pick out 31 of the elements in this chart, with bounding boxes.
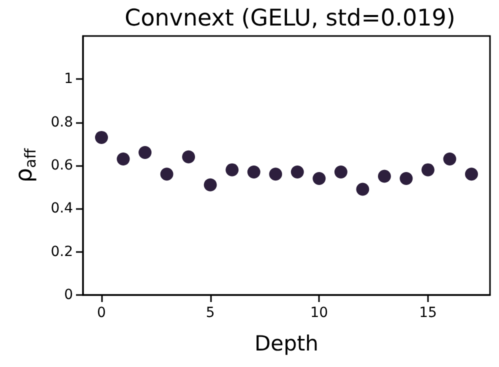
y-axis-title: ρaff [12,148,40,183]
point [269,168,282,181]
y-tick-label: 0.6 [50,158,74,174]
point [116,152,130,166]
point [334,165,348,178]
point [160,168,174,181]
point [421,163,434,176]
point [204,178,217,192]
point [95,130,108,144]
point [378,170,391,183]
y-tick-label: 0 [64,287,73,303]
y-tick-label: 0.4 [50,200,74,217]
point [465,168,478,181]
x-tick-label: 10 [310,305,328,321]
chart-title: Convnext (GELU, std=0.019) [124,6,456,32]
y-tick-label: 0.8 [50,114,73,130]
point [443,152,456,166]
point [356,182,370,196]
point [312,172,326,185]
x-axis-title: Depth [254,332,318,356]
point [138,146,152,160]
point [247,165,260,178]
y-tick-label: 1 [64,71,73,88]
point [226,163,239,176]
point [400,172,413,185]
x-tick-label: 5 [206,305,215,321]
x-tick-label: 0 [97,305,106,321]
y-tick-label: 0.2 [50,244,73,260]
x-tick-label: 15 [419,305,437,321]
point [182,150,196,164]
point [290,165,304,178]
